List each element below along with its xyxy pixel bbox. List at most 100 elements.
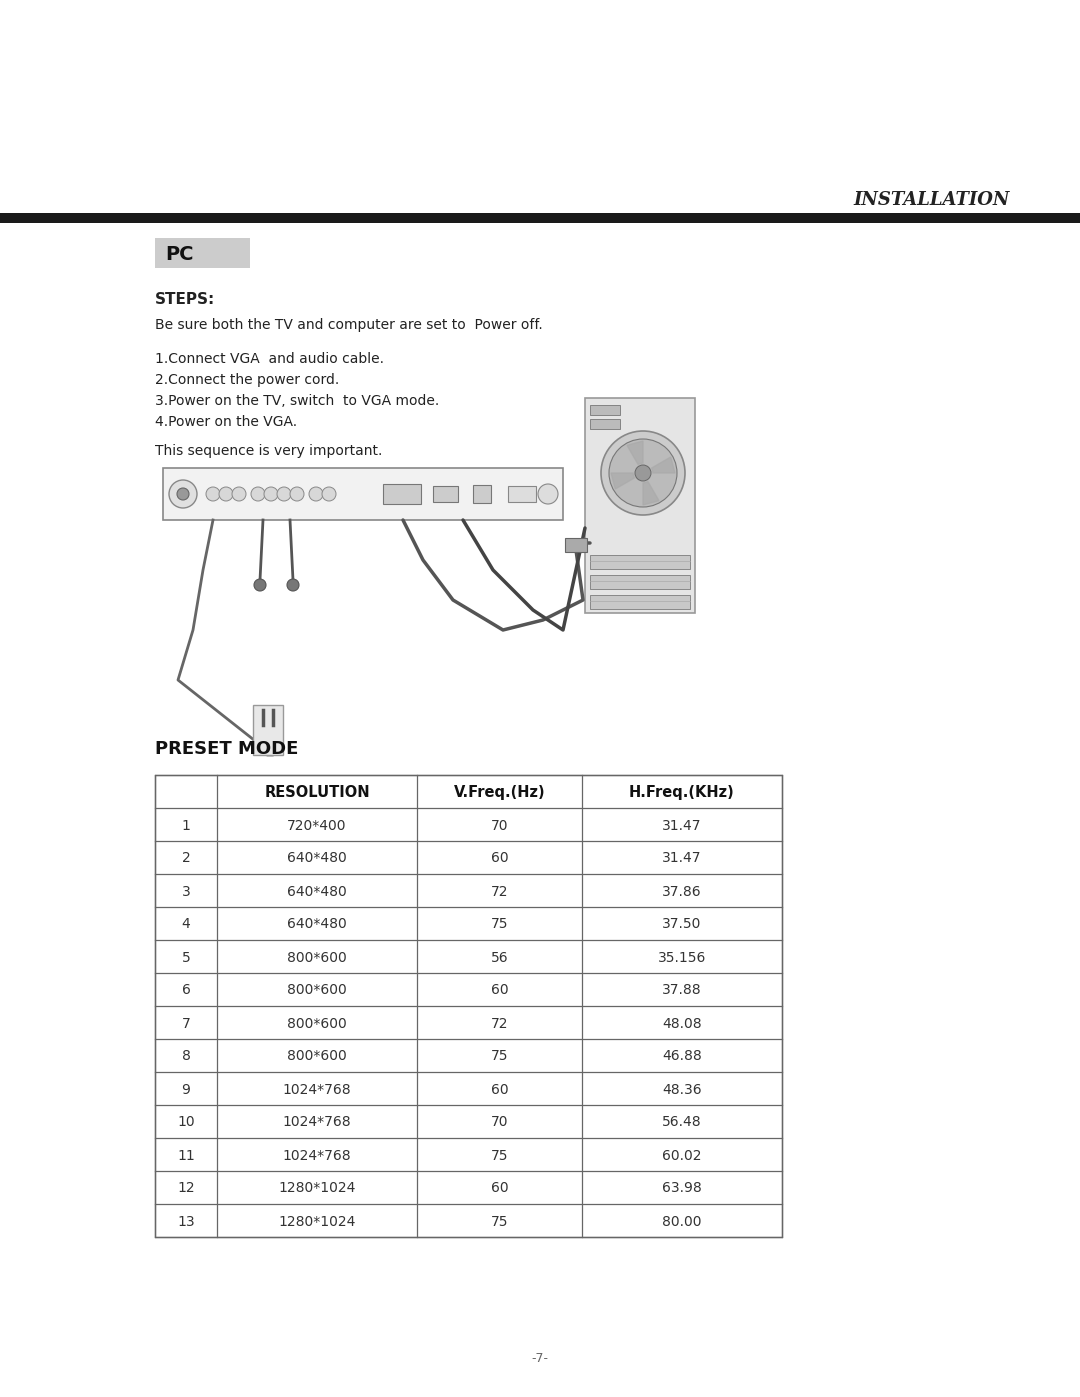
- Text: 70: 70: [490, 819, 509, 833]
- Text: 800*600: 800*600: [287, 950, 347, 964]
- Text: 60: 60: [490, 1083, 509, 1097]
- Text: 75: 75: [490, 918, 509, 932]
- Text: 5: 5: [181, 950, 190, 964]
- Text: 31.47: 31.47: [662, 852, 702, 866]
- Text: 35.156: 35.156: [658, 950, 706, 964]
- Text: H.Freq.(KHz): H.Freq.(KHz): [630, 785, 734, 800]
- Bar: [585, 398, 696, 613]
- Text: 640*480: 640*480: [287, 852, 347, 866]
- Text: 10: 10: [177, 1115, 194, 1130]
- Text: 640*480: 640*480: [287, 918, 347, 932]
- Circle shape: [251, 488, 265, 502]
- Text: 56.48: 56.48: [662, 1115, 702, 1130]
- Text: 75: 75: [490, 1148, 509, 1162]
- Bar: [253, 705, 283, 754]
- Bar: [473, 485, 491, 503]
- Text: PC: PC: [165, 244, 193, 264]
- Circle shape: [219, 488, 233, 502]
- Circle shape: [264, 488, 278, 502]
- Text: 4.Power on the VGA.: 4.Power on the VGA.: [156, 415, 297, 429]
- Text: 37.86: 37.86: [662, 884, 702, 898]
- Bar: [383, 483, 421, 504]
- Bar: [433, 486, 458, 502]
- Circle shape: [254, 578, 266, 591]
- Bar: [156, 775, 782, 1236]
- Text: 60: 60: [490, 852, 509, 866]
- Text: INSTALLATION: INSTALLATION: [853, 191, 1010, 210]
- Bar: [156, 237, 249, 268]
- Text: 3: 3: [181, 884, 190, 898]
- Text: 72: 72: [490, 884, 509, 898]
- Text: 4: 4: [181, 918, 190, 932]
- Text: 80.00: 80.00: [662, 1214, 702, 1228]
- Text: 75: 75: [490, 1049, 509, 1063]
- Text: 70: 70: [490, 1115, 509, 1130]
- Circle shape: [276, 488, 291, 502]
- Bar: [508, 486, 536, 502]
- Text: 46.88: 46.88: [662, 1049, 702, 1063]
- Text: 63.98: 63.98: [662, 1182, 702, 1196]
- Circle shape: [206, 488, 220, 502]
- Text: 75: 75: [490, 1214, 509, 1228]
- Bar: [0, 212, 1080, 224]
- Text: 31.47: 31.47: [662, 819, 702, 833]
- Text: 48.08: 48.08: [662, 1017, 702, 1031]
- Text: 37.50: 37.50: [662, 918, 702, 932]
- Circle shape: [232, 488, 246, 502]
- Text: 1280*1024: 1280*1024: [279, 1214, 355, 1228]
- Text: 1.Connect VGA  and audio cable.: 1.Connect VGA and audio cable.: [156, 352, 384, 366]
- Circle shape: [635, 465, 651, 481]
- Text: PRESET MODE: PRESET MODE: [156, 740, 298, 759]
- Text: 48.36: 48.36: [662, 1083, 702, 1097]
- Text: 60: 60: [490, 1182, 509, 1196]
- Text: -7-: -7-: [531, 1351, 549, 1365]
- Text: 800*600: 800*600: [287, 983, 347, 997]
- Text: 8: 8: [181, 1049, 190, 1063]
- Text: 7: 7: [181, 1017, 190, 1031]
- Polygon shape: [651, 457, 675, 474]
- Text: 12: 12: [177, 1182, 194, 1196]
- Text: 800*600: 800*600: [287, 1017, 347, 1031]
- Text: 640*480: 640*480: [287, 884, 347, 898]
- Bar: [590, 405, 620, 415]
- Circle shape: [309, 488, 323, 502]
- Text: 1024*768: 1024*768: [283, 1148, 351, 1162]
- Text: 2: 2: [181, 852, 190, 866]
- Text: 37.88: 37.88: [662, 983, 702, 997]
- Bar: [590, 555, 690, 569]
- Text: RESOLUTION: RESOLUTION: [265, 785, 369, 800]
- Bar: [590, 419, 620, 429]
- Circle shape: [287, 578, 299, 591]
- Circle shape: [177, 488, 189, 500]
- Text: 72: 72: [490, 1017, 509, 1031]
- Text: 56: 56: [490, 950, 509, 964]
- Circle shape: [538, 483, 558, 504]
- Text: 1: 1: [181, 819, 190, 833]
- Text: 60.02: 60.02: [662, 1148, 702, 1162]
- Text: 800*600: 800*600: [287, 1049, 347, 1063]
- Bar: [565, 538, 588, 552]
- Text: 13: 13: [177, 1214, 194, 1228]
- Text: 11: 11: [177, 1148, 194, 1162]
- Text: 3.Power on the TV, switch  to VGA mode.: 3.Power on the TV, switch to VGA mode.: [156, 394, 440, 408]
- Text: 1024*768: 1024*768: [283, 1115, 351, 1130]
- Text: 1024*768: 1024*768: [283, 1083, 351, 1097]
- Text: 60: 60: [490, 983, 509, 997]
- Circle shape: [609, 439, 677, 507]
- Circle shape: [168, 481, 197, 509]
- Circle shape: [322, 488, 336, 502]
- Text: Be sure both the TV and computer are set to  Power off.: Be sure both the TV and computer are set…: [156, 319, 543, 332]
- Text: STEPS:: STEPS:: [156, 292, 215, 307]
- Text: 1280*1024: 1280*1024: [279, 1182, 355, 1196]
- Text: This sequence is very important.: This sequence is very important.: [156, 444, 382, 458]
- Circle shape: [291, 488, 303, 502]
- Bar: [590, 595, 690, 609]
- Polygon shape: [627, 441, 643, 464]
- Bar: [590, 576, 690, 590]
- Polygon shape: [611, 474, 634, 489]
- Text: 720*400: 720*400: [287, 819, 347, 833]
- Text: 9: 9: [181, 1083, 190, 1097]
- Text: V.Freq.(Hz): V.Freq.(Hz): [454, 785, 545, 800]
- Text: 2.Connect the power cord.: 2.Connect the power cord.: [156, 373, 339, 387]
- Bar: [163, 468, 563, 520]
